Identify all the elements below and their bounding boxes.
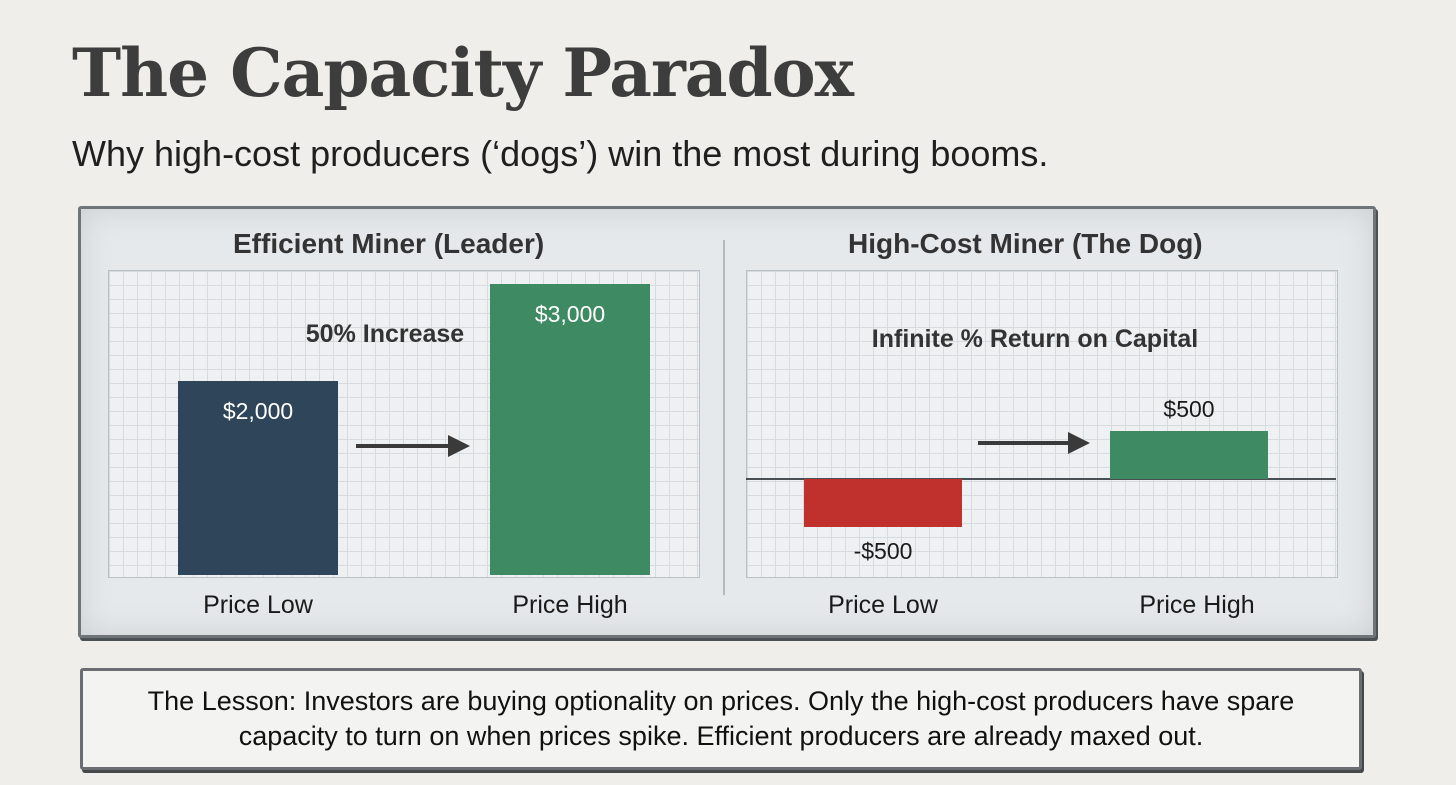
chart-title-efficient-miner: Efficient Miner (Leader) xyxy=(233,228,545,259)
lesson-text: The Lesson: Investors are buying optiona… xyxy=(147,685,1295,751)
chart-high-cost-miner: -$500 Price Low $500 Price High Infinite % R… xyxy=(746,325,1336,619)
panel-divider xyxy=(723,240,725,595)
x-tick-label: Price Low xyxy=(203,591,314,619)
return-arrow-head xyxy=(1068,432,1090,454)
bar-value-label: -$500 xyxy=(854,538,913,564)
x-tick-label: Price Low xyxy=(828,591,939,619)
bar-value-label: $3,000 xyxy=(535,301,605,327)
chart-title-high-cost-miner: High-Cost Miner (The Dog) xyxy=(848,228,1203,259)
bar-price-high xyxy=(1110,431,1268,479)
lesson-box: The Lesson: Investors are buying optiona… xyxy=(80,668,1362,770)
increase-arrow-head xyxy=(448,435,470,457)
annotation-infinite-return: Infinite % Return on Capital xyxy=(872,325,1198,353)
bar-value-label: $2,000 xyxy=(223,398,293,424)
chart-efficient-miner: $2,000 Price Low $3,000 Price High 50% Incre… xyxy=(178,284,650,619)
bar-price-low xyxy=(178,381,338,575)
bar-value-label: $500 xyxy=(1163,396,1214,422)
bar-price-low xyxy=(804,479,962,527)
bar-price-high xyxy=(490,284,650,575)
x-tick-label: Price High xyxy=(1139,591,1254,619)
page-subtitle: Why high-cost producers (‘dogs’) win the… xyxy=(72,133,1049,174)
page-title: The Capacity Paradox xyxy=(72,34,854,112)
annotation-50-percent-increase: 50% Increase xyxy=(306,320,465,348)
x-tick-label: Price High xyxy=(512,591,627,619)
